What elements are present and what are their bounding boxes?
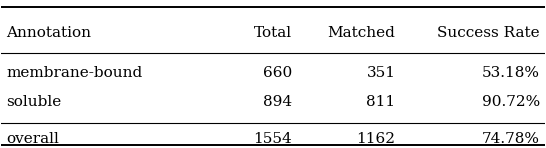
Text: Matched: Matched: [328, 26, 395, 40]
Text: membrane-bound: membrane-bound: [6, 66, 143, 80]
Text: 811: 811: [366, 95, 395, 109]
Text: 90.72%: 90.72%: [482, 95, 540, 109]
Text: soluble: soluble: [6, 95, 61, 109]
Text: 351: 351: [366, 66, 395, 80]
Text: 660: 660: [263, 66, 292, 80]
Text: 74.78%: 74.78%: [482, 132, 540, 146]
Text: overall: overall: [6, 132, 59, 146]
Text: Total: Total: [254, 26, 292, 40]
Text: 1162: 1162: [357, 132, 395, 146]
Text: Success Rate: Success Rate: [437, 26, 540, 40]
Text: Annotation: Annotation: [6, 26, 91, 40]
Text: 1554: 1554: [253, 132, 292, 146]
Text: 53.18%: 53.18%: [482, 66, 540, 80]
Text: 894: 894: [263, 95, 292, 109]
